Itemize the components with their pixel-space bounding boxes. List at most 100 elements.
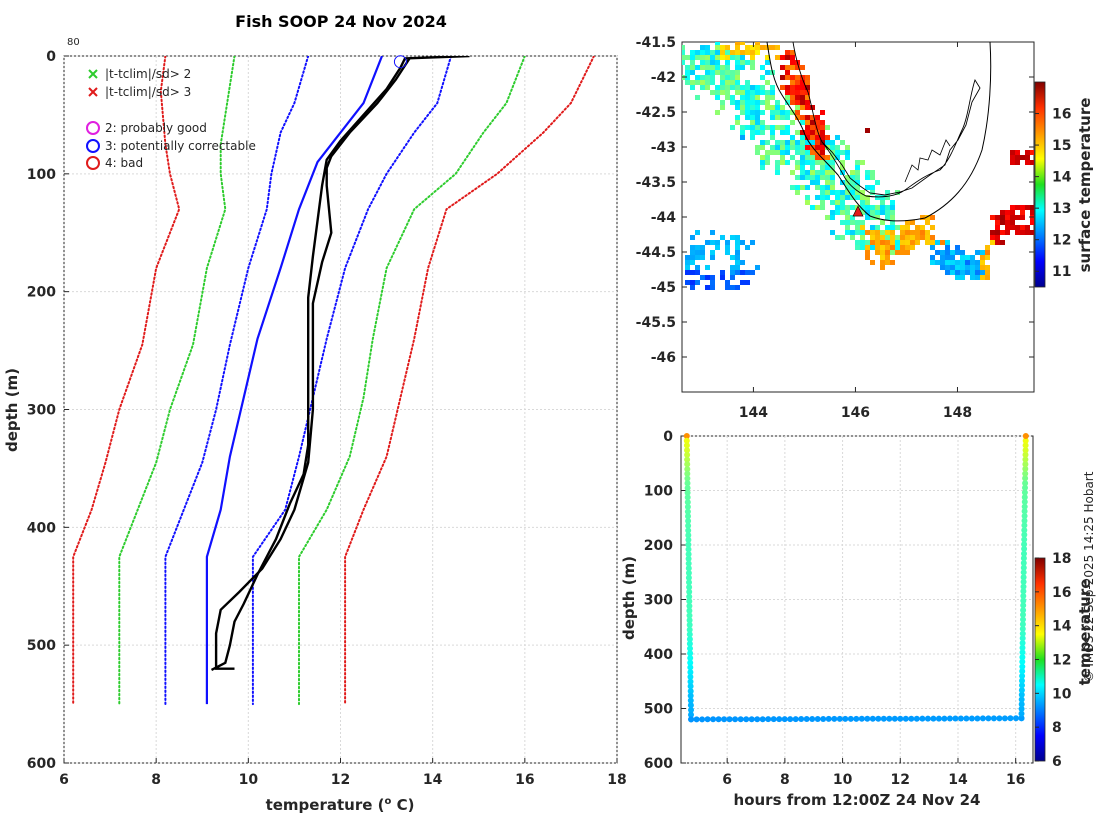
sst-cell <box>845 230 850 235</box>
td-point <box>685 518 692 524</box>
sst-cell <box>685 55 690 60</box>
sst-cell <box>775 100 780 105</box>
sst-cell <box>880 205 885 210</box>
sst-cell <box>735 42 740 45</box>
sst-cell <box>725 60 730 65</box>
sst-cell <box>945 270 950 275</box>
sst-cell <box>685 80 690 85</box>
sst-cell <box>810 105 815 110</box>
sst-cell <box>850 205 855 210</box>
sst-cell <box>865 170 870 175</box>
sst-cell <box>995 240 1000 245</box>
td-point <box>685 574 692 581</box>
sst-cell <box>820 195 825 200</box>
td-point <box>687 673 694 680</box>
sst-cell <box>795 75 800 80</box>
td-point <box>685 546 692 553</box>
chart-title: Fish SOOP 24 Nov 2024 <box>235 12 447 31</box>
sst-cell <box>945 250 950 255</box>
sst-cell <box>970 270 975 275</box>
sst-cell <box>720 235 725 240</box>
sst-cell <box>780 155 785 160</box>
map-y-tick-label: -46 <box>651 350 676 366</box>
sst-cell <box>750 110 755 115</box>
td-point <box>686 593 693 600</box>
td-x-tick-label: 10 <box>833 772 853 788</box>
sst-cell <box>1005 220 1010 225</box>
sst-cell <box>765 60 770 65</box>
y-tick-label: 0 <box>46 49 56 65</box>
sst-cell <box>805 140 810 145</box>
sst-cell <box>820 205 825 210</box>
td-point <box>683 442 690 449</box>
sst-cell <box>860 240 865 245</box>
sst-cell <box>740 60 745 65</box>
sst-cell <box>815 175 820 180</box>
sst-cell <box>800 65 805 70</box>
sst-cell <box>745 60 750 65</box>
sst-cell <box>785 65 790 70</box>
sst-cell <box>685 75 690 80</box>
td-point <box>684 456 691 463</box>
sst-cell <box>745 125 750 130</box>
sst-cell <box>990 235 995 240</box>
sst-cell <box>875 205 880 210</box>
sst-cell <box>720 70 725 75</box>
td-point <box>687 678 694 685</box>
sst-cell <box>860 190 865 195</box>
td-x-tick-label: 14 <box>948 772 968 788</box>
sst-cell <box>845 220 850 225</box>
sst-cell <box>930 260 935 265</box>
td-point <box>685 541 692 548</box>
sst-cell <box>825 140 830 145</box>
sst-cell <box>715 85 720 90</box>
sst-cell <box>840 165 845 170</box>
td-point <box>880 715 887 722</box>
sst-cell <box>760 45 765 50</box>
sst-cell <box>720 55 725 60</box>
sst-cell <box>885 230 890 235</box>
td-point <box>687 702 694 709</box>
sst-cell <box>845 195 850 200</box>
sst-cell <box>810 170 815 175</box>
sst-cell <box>700 45 705 50</box>
td-point <box>1018 701 1025 708</box>
sst-cell <box>925 215 930 220</box>
sst-cell <box>930 235 935 240</box>
sst-cell <box>875 230 880 235</box>
sst-cell <box>1010 215 1015 220</box>
sst-cell <box>695 280 700 285</box>
sst-cell <box>875 235 880 240</box>
map-y-tick-label: -44 <box>651 210 677 226</box>
sst-cell <box>730 125 735 130</box>
sst-cell <box>675 55 680 60</box>
y-tick-label: 300 <box>27 403 56 419</box>
sst-cell <box>755 265 760 270</box>
sst-cell <box>830 190 835 195</box>
sst-cell <box>740 42 745 45</box>
sst-cell <box>870 190 875 195</box>
sst-cell <box>720 270 725 275</box>
td-point <box>715 716 722 723</box>
legend-label: |t-tclim|/sd> 2 <box>105 67 191 81</box>
td-point <box>1022 480 1029 487</box>
sst-cell <box>770 150 775 155</box>
sst-cell <box>755 50 760 55</box>
sst-cell <box>880 220 885 225</box>
sst-cell <box>775 140 780 145</box>
sst-cell <box>705 80 710 85</box>
td-point <box>687 664 694 671</box>
sst-cell <box>900 225 905 230</box>
sst-cell <box>800 160 805 165</box>
sst-cell <box>730 55 735 60</box>
sst-cell <box>725 95 730 100</box>
map-x-tick-label: 144 <box>739 405 768 421</box>
sst-cell <box>705 50 710 55</box>
sst-cell <box>850 230 855 235</box>
sst-cell <box>835 200 840 205</box>
sst-cell <box>930 225 935 230</box>
sst-cell <box>760 75 765 80</box>
sst-cell <box>995 235 1000 240</box>
sst-cell <box>740 135 745 140</box>
sst-cell <box>705 45 710 50</box>
